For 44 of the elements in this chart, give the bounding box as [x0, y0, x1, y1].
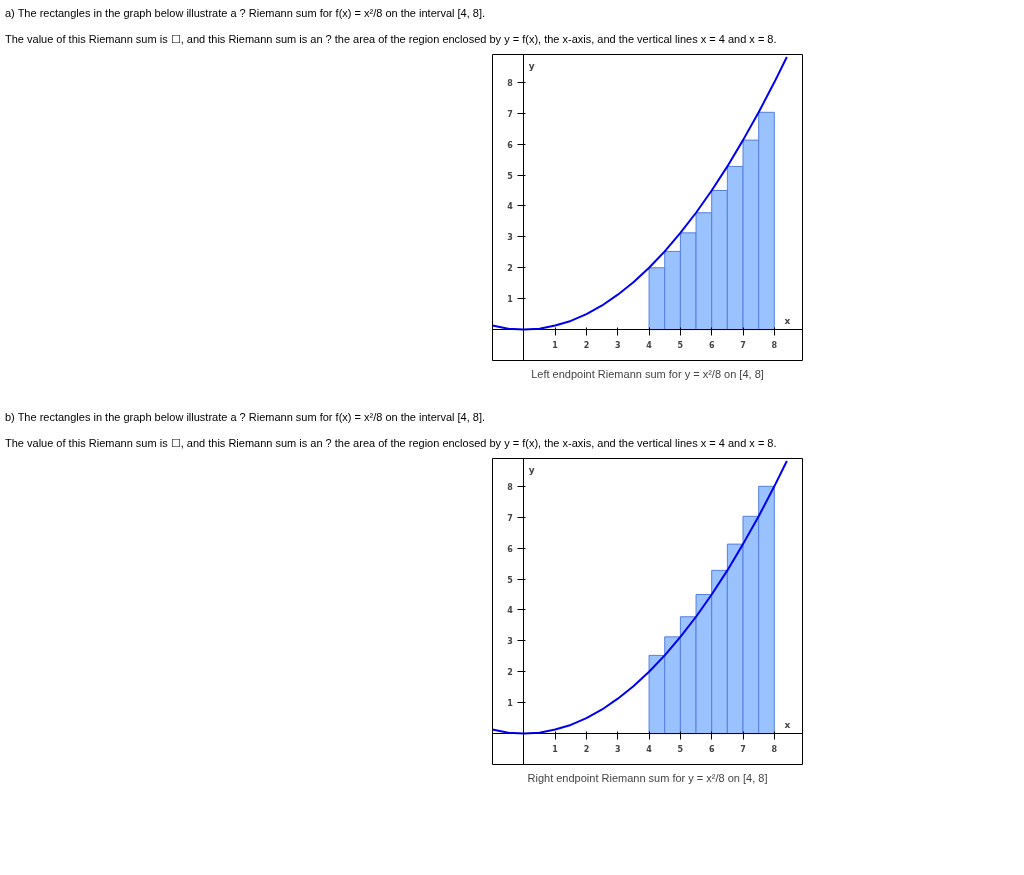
- text: Right endpoint Riemann sum for y = x²/8 on [4, 8]: [527, 771, 768, 784]
- y-tick-label: 5: [507, 171, 514, 181]
- y-tick-label: 8: [507, 78, 514, 88]
- y-tick-label: 4: [507, 202, 514, 212]
- x-tick-label: 4: [646, 744, 653, 754]
- x-tick-label: 5: [677, 744, 684, 754]
- text: The value of this Riemann sum is ☐, and this Riemann sum is an ? the area of the region enclosed by y = f(x), the x-axis, and the vertical lines x = 4 and x = 8.: [5, 437, 777, 449]
- x-tick-label: 8: [771, 744, 778, 754]
- y-tick-label: 4: [507, 606, 514, 616]
- x-tick-label: 2: [583, 744, 590, 754]
- line-series: [492, 459, 788, 735]
- x-tick-label: 2: [583, 340, 590, 350]
- x-tick-label: 5: [677, 340, 684, 350]
- y-axis-title: y: [528, 464, 535, 475]
- y-tick-label: 3: [507, 233, 513, 243]
- line-series: [492, 55, 788, 331]
- x-tick-label: 4: [646, 340, 653, 350]
- y-tick-label: 7: [507, 513, 513, 523]
- x-axis-title: x: [784, 315, 791, 326]
- y-tick-label: 1: [507, 699, 514, 709]
- x-tick-label: 6: [708, 744, 715, 754]
- y-tick-label: 7: [507, 109, 513, 119]
- x-tick-label: 7: [740, 340, 746, 350]
- text: a) The rectangles in the graph below illustrate a ? Riemann sum for f(x) = x²/8 on the interval [4, 8].: [5, 7, 486, 19]
- x-tick-label: 1: [552, 340, 559, 350]
- text: Left endpoint Riemann sum for y = x²/8 on [4, 8]: [531, 367, 764, 380]
- text: b) The rectangles in the graph below illustrate a ? Riemann sum for f(x) = x²/8 on the interval [4, 8].: [5, 411, 486, 423]
- y-tick-label: 5: [507, 575, 514, 585]
- x-axis-title: x: [784, 719, 791, 730]
- x-tick-label: 7: [740, 744, 746, 754]
- y-tick-label: 1: [507, 295, 514, 305]
- y-tick-label: 3: [507, 637, 513, 647]
- y-tick-label: 2: [507, 668, 513, 678]
- x-tick-label: 8: [771, 340, 778, 350]
- y-tick-label: 8: [507, 482, 514, 492]
- y-tick-label: 2: [507, 264, 513, 274]
- text: The value of this Riemann sum is ☐, and this Riemann sum is an ? the area of the region enclosed by y = f(x), the x-axis, and the vertical lines x = 4 and x = 8.: [5, 33, 777, 45]
- y-tick-label: 6: [507, 544, 514, 554]
- y-tick-label: 6: [507, 140, 514, 150]
- x-tick-label: 1: [552, 744, 559, 754]
- x-tick-label: 3: [614, 340, 621, 350]
- y-axis-title: y: [528, 60, 535, 71]
- x-tick-label: 3: [614, 744, 621, 754]
- x-tick-label: 6: [708, 340, 715, 350]
